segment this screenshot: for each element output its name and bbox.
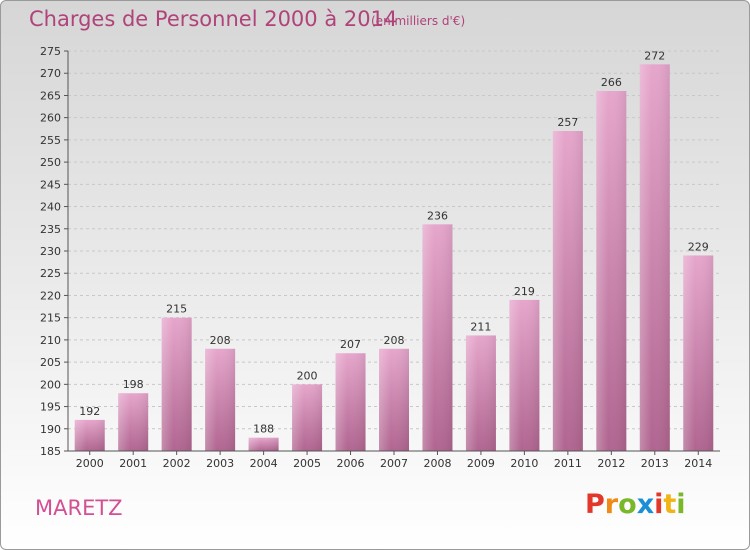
bar-shade	[74, 419, 105, 451]
y-tick-label: 235	[40, 223, 61, 236]
y-tick-label: 230	[40, 245, 61, 258]
bar-value-label: 211	[470, 320, 491, 333]
axis-layer: 185 190 195 200 205 210 215 220 225 230 235 240 245 2…	[40, 45, 720, 470]
x-tick-label: 2001	[119, 457, 147, 470]
x-tick-label: 2002	[163, 457, 191, 470]
y-tick-label: 190	[40, 423, 61, 436]
chart-subtitle: (en milliers d'€)	[371, 14, 466, 28]
bar-value-label: 215	[166, 303, 187, 316]
x-tick-label: 2009	[467, 457, 495, 470]
logo-letter: o	[618, 489, 637, 520]
bar-shade	[552, 131, 583, 451]
y-tick-label: 205	[40, 356, 61, 369]
x-tick-label: 2014	[684, 457, 712, 470]
y-tick-label: 220	[40, 289, 61, 302]
x-tick-label: 2011	[554, 457, 582, 470]
logo-letter: i	[676, 489, 686, 520]
bar-layer	[74, 64, 714, 452]
x-tick-label: 2003	[206, 457, 234, 470]
bar-value-label: 219	[514, 285, 535, 298]
y-tick-label: 265	[40, 89, 61, 102]
bar-shade	[161, 317, 192, 451]
y-tick-label: 240	[40, 201, 61, 214]
bar-shade	[465, 335, 496, 451]
bar-value-label: 207	[340, 338, 361, 351]
y-tick-label: 260	[40, 112, 61, 125]
bar-shade	[248, 437, 279, 451]
chart-title: Charges de Personnel 2000 à 2014	[29, 7, 398, 31]
y-tick-label: 225	[40, 267, 61, 280]
y-tick-label: 195	[40, 401, 61, 414]
bar-shade	[639, 64, 670, 452]
bar-value-label: 272	[644, 49, 665, 62]
bar-value-label: 188	[253, 423, 274, 436]
y-tick-label: 275	[40, 45, 61, 58]
x-tick-label: 2000	[76, 457, 104, 470]
bar-shade	[422, 224, 453, 451]
logo-letter: i	[654, 489, 664, 520]
logo-letter: P	[585, 489, 605, 520]
bar-shade	[205, 348, 236, 451]
logo-letter: t	[663, 489, 677, 520]
bar-value-label: 192	[79, 405, 100, 418]
bar-shade	[118, 393, 149, 451]
x-tick-label: 2010	[510, 457, 538, 470]
y-tick-label: 215	[40, 312, 61, 325]
y-tick-label: 210	[40, 334, 61, 347]
y-tick-label: 185	[40, 445, 61, 458]
x-tick-label: 2007	[380, 457, 408, 470]
y-tick-label: 200	[40, 378, 61, 391]
bar-value-label: 208	[384, 334, 405, 347]
bar-shade	[292, 384, 323, 451]
y-tick-label: 245	[40, 178, 61, 191]
bar-value-label: 229	[688, 240, 709, 253]
x-tick-label: 2008	[423, 457, 451, 470]
logo-letter: x	[636, 489, 655, 520]
logo-letter: r	[604, 489, 619, 520]
bar-value-label: 257	[557, 116, 578, 129]
x-tick-label: 2012	[597, 457, 625, 470]
bar-shade	[335, 353, 366, 451]
x-tick-label: 2013	[641, 457, 669, 470]
bar-value-label: 266	[601, 76, 622, 89]
proxiti-logo[interactable]: Proxiti	[585, 489, 686, 520]
bar-shade	[509, 299, 540, 451]
bar-shade	[683, 255, 714, 451]
y-tick-label: 255	[40, 134, 61, 147]
bar-value-label: 208	[210, 334, 231, 347]
x-tick-label: 2005	[293, 457, 321, 470]
label-layer: 192 198 215 208 188 200 207 208 236 211 219 257 266 2…	[79, 49, 709, 435]
bar-shade	[596, 91, 627, 451]
bar-value-label: 198	[123, 378, 144, 391]
x-tick-label: 2004	[250, 457, 278, 470]
bar-value-label: 236	[427, 209, 448, 222]
town-name: MARETZ	[35, 496, 123, 520]
bar-value-label: 200	[297, 369, 318, 382]
bar-shade	[379, 348, 409, 451]
y-tick-label: 250	[40, 156, 61, 169]
y-tick-label: 270	[40, 67, 61, 80]
x-tick-label: 2006	[337, 457, 365, 470]
